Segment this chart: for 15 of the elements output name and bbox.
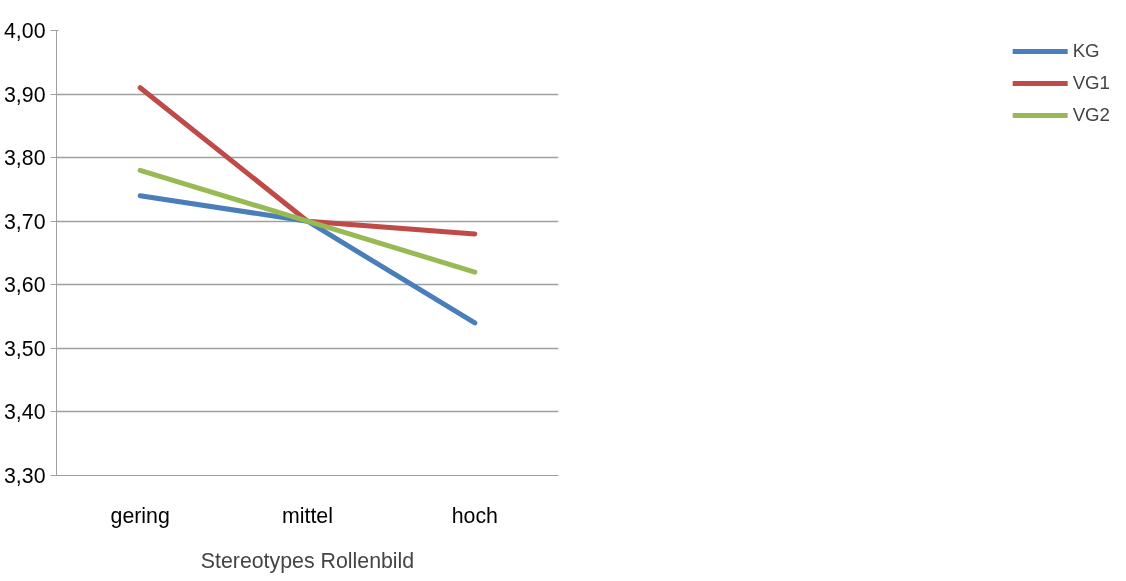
y-tick-label: 3,80 [3, 146, 46, 171]
x-tick-label: gering [110, 503, 170, 528]
y-tick-label: 3,30 [3, 464, 46, 488]
legend-label: KG [1072, 40, 1100, 62]
legend-label: VG1 [1072, 72, 1110, 94]
y-tick-label: 4,00 [3, 19, 46, 43]
x-tick-label: hoch [451, 503, 498, 528]
y-tick-label: 3,50 [3, 336, 46, 361]
legend-label: VG2 [1072, 104, 1110, 126]
y-tick-label: 3,40 [3, 400, 46, 425]
x-tick-label: mittel [282, 503, 333, 528]
y-tick-label: 3,60 [3, 273, 46, 298]
x-axis-title: Stereotypes Rollenbild [200, 548, 415, 573]
y-tick-label: 3,70 [3, 209, 46, 234]
y-tick-label: 3,90 [3, 82, 46, 107]
